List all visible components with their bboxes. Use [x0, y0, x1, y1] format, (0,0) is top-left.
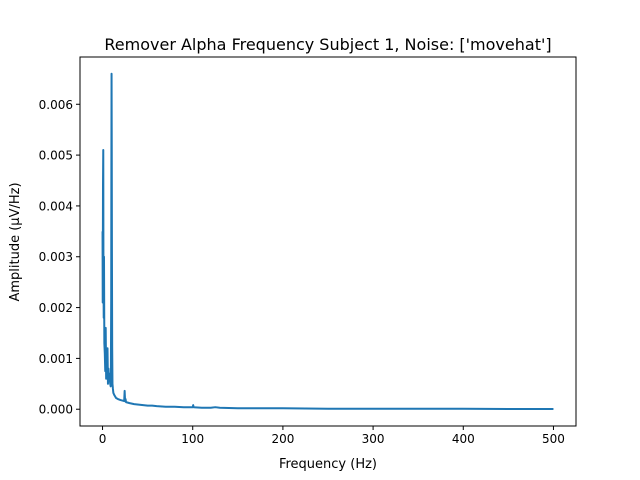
x-tick-label: 400: [452, 432, 475, 446]
y-axis-label: Amplitude (μV/Hz): [8, 182, 23, 301]
x-tick-label: 300: [362, 432, 385, 446]
y-tick-label: 0.005: [39, 149, 73, 163]
chart-title: Remover Alpha Frequency Subject 1, Noise…: [104, 35, 551, 54]
x-tick-label: 500: [542, 432, 565, 446]
x-axis: 0 100 200 300 400 500: [99, 426, 565, 446]
series-line-0: [101, 72, 554, 410]
y-tick-label: 0.000: [39, 403, 73, 417]
y-tick-label: 0.002: [39, 301, 73, 315]
x-tick-label: 100: [181, 432, 204, 446]
y-tick-label: 0.001: [39, 352, 73, 366]
y-tick-label: 0.004: [39, 199, 73, 213]
x-axis-label: Frequency (Hz): [279, 457, 377, 472]
y-axis: 0.000 0.001 0.002 0.003 0.004 0.005 0.006: [39, 98, 80, 417]
y-tick-label: 0.006: [39, 98, 73, 112]
y-tick-label: 0.003: [39, 250, 73, 264]
axes-frame: [79, 56, 577, 427]
plot-area: [101, 72, 554, 410]
x-tick-label: 0: [99, 432, 107, 446]
x-tick-label: 200: [271, 432, 294, 446]
